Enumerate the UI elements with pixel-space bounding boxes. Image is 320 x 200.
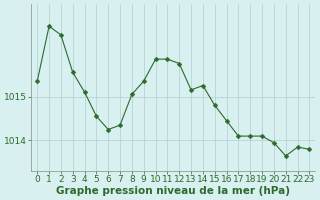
X-axis label: Graphe pression niveau de la mer (hPa): Graphe pression niveau de la mer (hPa) <box>56 186 290 196</box>
